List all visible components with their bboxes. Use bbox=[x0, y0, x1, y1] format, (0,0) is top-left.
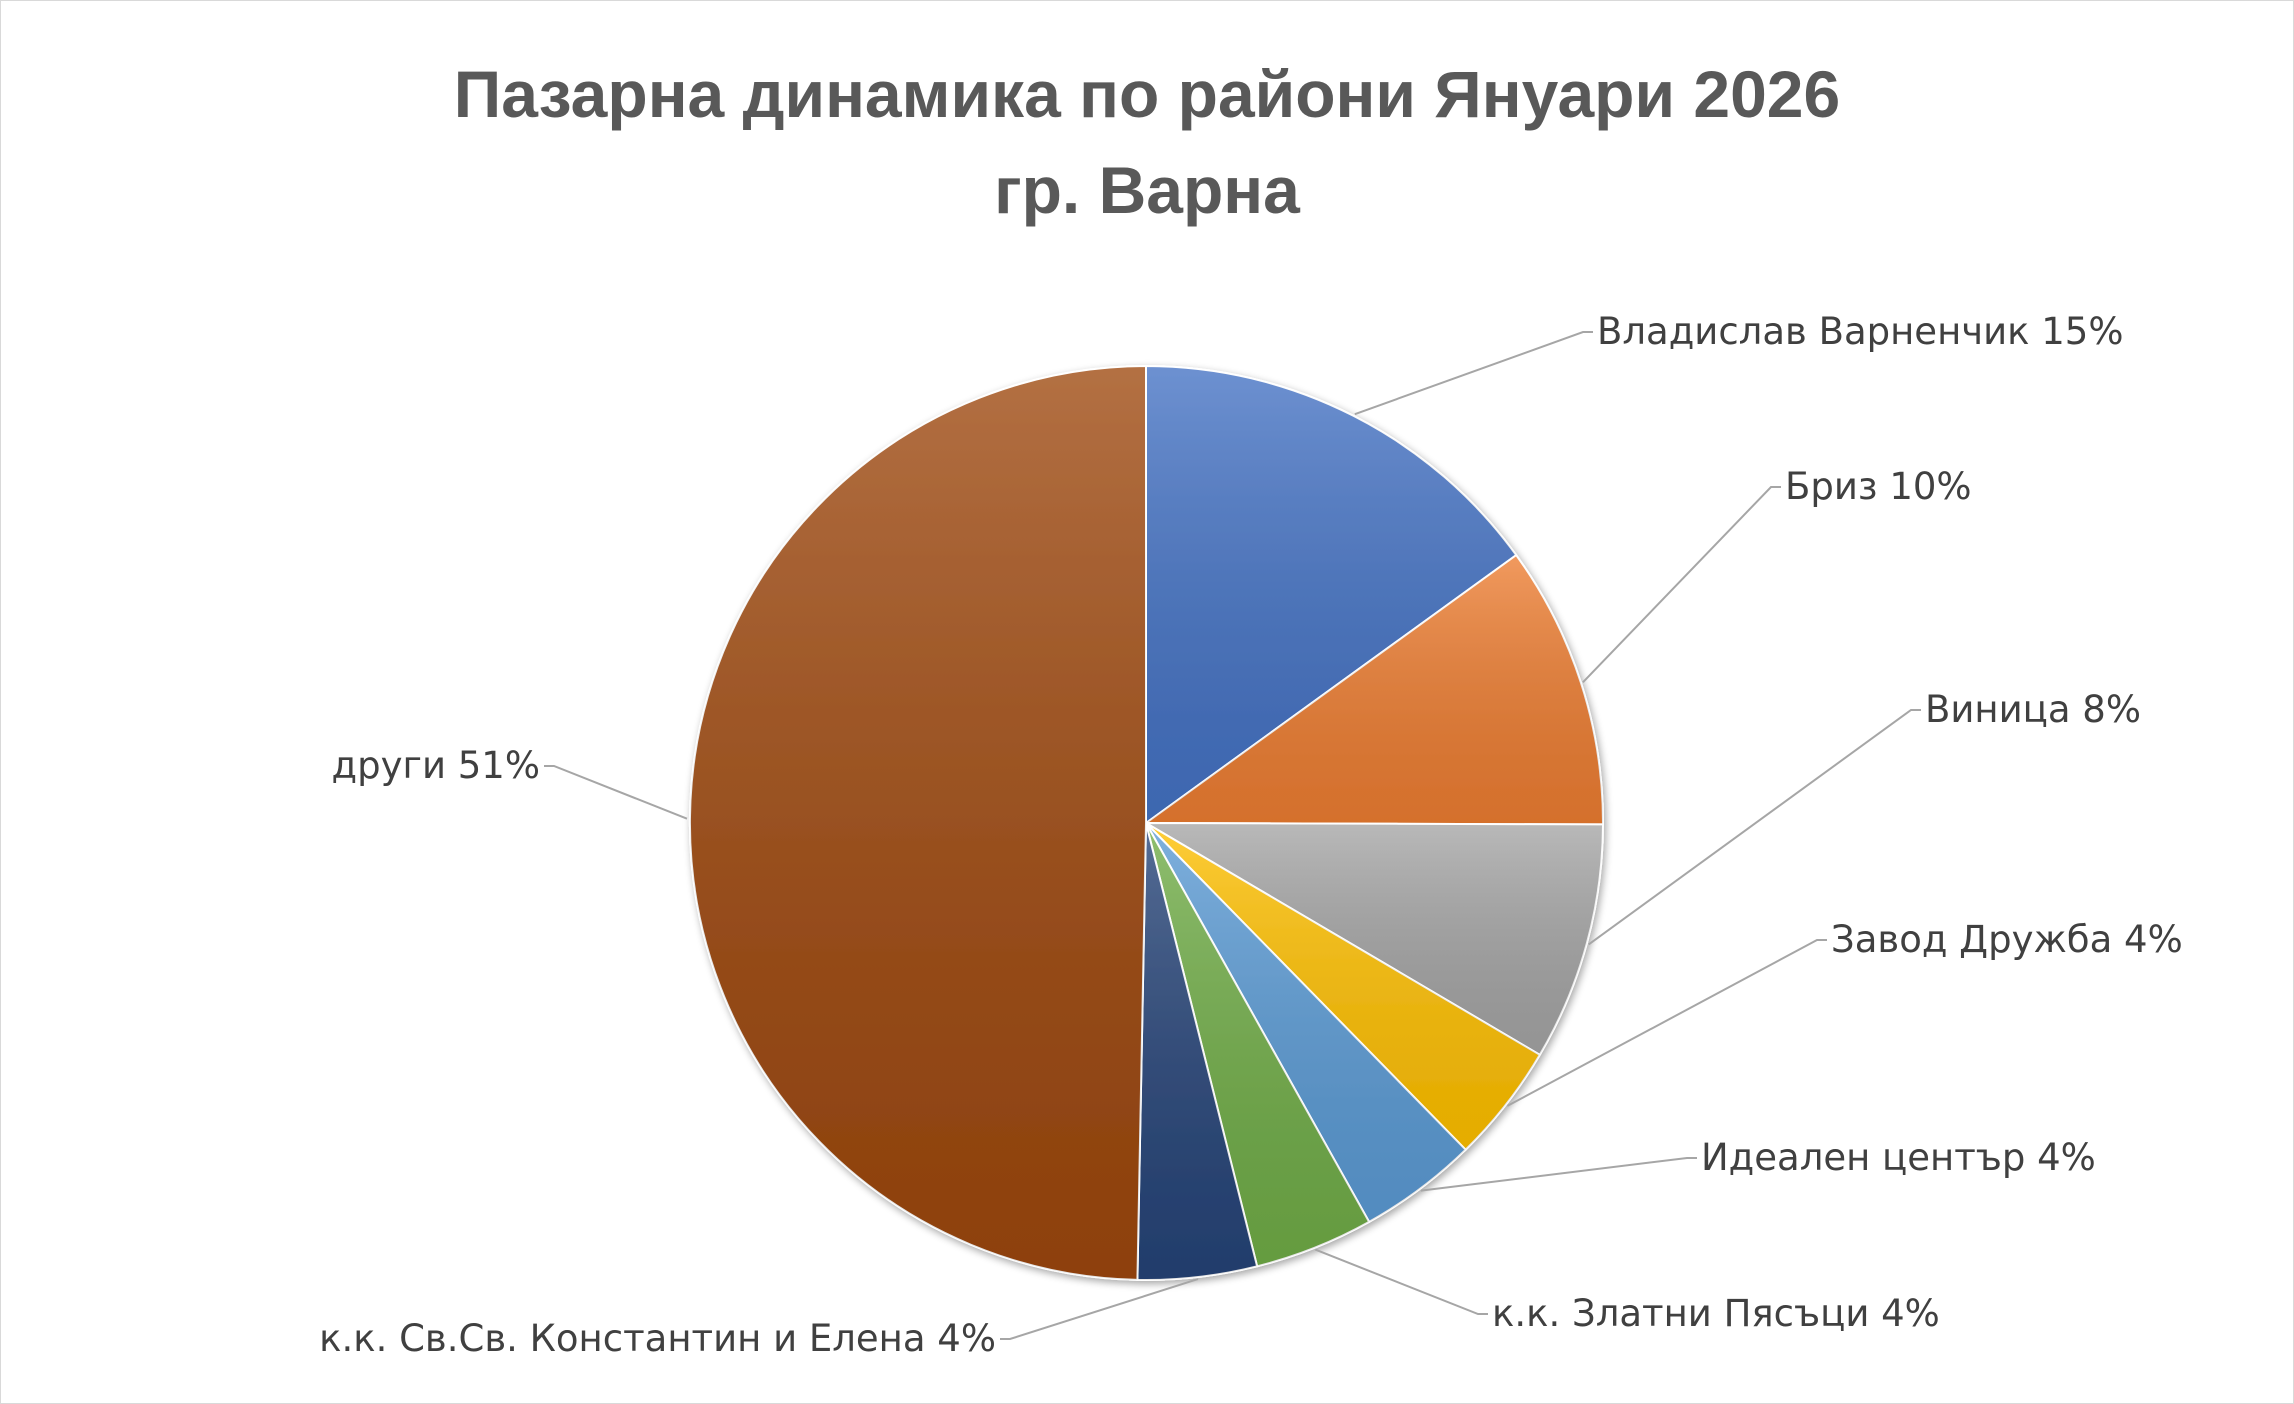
leader-line bbox=[1314, 1248, 1488, 1315]
slice-vinitsa bbox=[1142, 821, 1605, 1057]
data-label: Бриз 10% bbox=[1785, 465, 1972, 508]
leader-line bbox=[1582, 486, 1781, 683]
slice-drugi bbox=[688, 364, 1147, 1281]
data-label: други 51% bbox=[332, 744, 540, 787]
data-label: к.к. Св.Св. Константин и Елена 4% bbox=[319, 1317, 996, 1360]
leader-line bbox=[1588, 709, 1921, 946]
data-label: Виница 8% bbox=[1925, 688, 2141, 731]
data-label: Идеален център 4% bbox=[1701, 1136, 2096, 1179]
data-label: Владислав Варненчик 15% bbox=[1597, 310, 2124, 353]
leader-line bbox=[1506, 939, 1827, 1107]
data-label: Завод Дружба 4% bbox=[1831, 918, 2183, 961]
slice-briz bbox=[1142, 553, 1605, 826]
leader-line bbox=[1420, 1157, 1697, 1192]
data-label: к.к. Златни Пясъци 4% bbox=[1492, 1292, 1940, 1335]
chart-title-line-1: Пазарна динамика по райони Януари 2026 bbox=[453, 57, 1841, 131]
slice-vladislav-varnenchik bbox=[1145, 364, 1518, 825]
chart-title-line-2: гр. Варна bbox=[994, 153, 1300, 227]
leader-line bbox=[1354, 331, 1593, 416]
leader-line bbox=[544, 765, 688, 820]
chart-title: Пазарна динамика по райони Януари 2026 г… bbox=[0, 46, 2294, 238]
leader-line bbox=[1000, 1278, 1199, 1340]
